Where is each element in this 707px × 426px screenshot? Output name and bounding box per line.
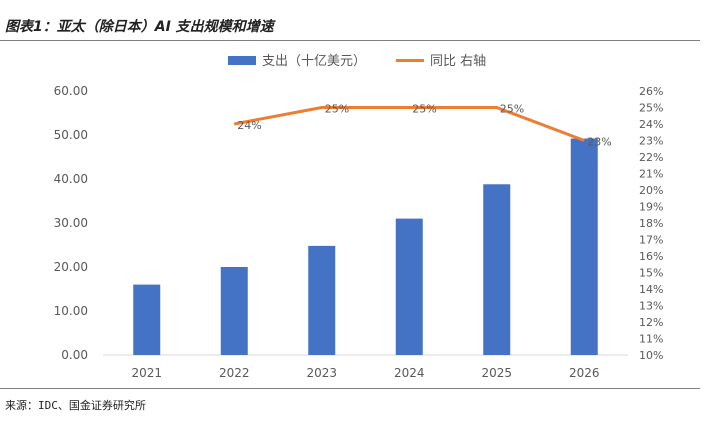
- line-data-label: 25%: [500, 103, 524, 116]
- x-tick-label: 2021: [131, 366, 162, 380]
- line-data-label: 25%: [412, 103, 436, 116]
- y-right-tick-label: 22%: [639, 151, 663, 164]
- bar: [133, 284, 161, 355]
- line-data-label: 25%: [325, 103, 349, 116]
- bar: [570, 138, 598, 355]
- y-left-tick-label: 10.00: [54, 304, 88, 318]
- y-right-tick-label: 13%: [639, 300, 663, 313]
- legend-bar-label: 支出（十亿美元）: [262, 54, 366, 69]
- x-tick-label: 2025: [481, 366, 512, 380]
- y-left-tick-label: 50.00: [54, 128, 88, 142]
- legend: 支出（十亿美元） 同比 右轴: [228, 54, 486, 69]
- x-tick-label: 2024: [394, 366, 425, 380]
- y-left-tick-label: 40.00: [54, 172, 88, 186]
- bar: [395, 218, 423, 355]
- y-right-tick-label: 24%: [639, 118, 663, 131]
- y-right-tick-label: 15%: [639, 267, 663, 280]
- y-left-tick-label: 20.00: [54, 260, 88, 274]
- y-right-tick-label: 19%: [639, 201, 663, 214]
- y-right-tick-label: 26%: [639, 85, 663, 98]
- bar: [483, 184, 511, 355]
- y-left-tick-label: 30.00: [54, 216, 88, 230]
- chart: 支出（十亿美元） 同比 右轴 0.00 10.00 20.00 30.00 40.00 5…: [54, 54, 664, 380]
- y-right-tick-label: 18%: [639, 217, 663, 230]
- y-left-tick-label: 60.00: [54, 84, 88, 98]
- y-right-tick-label: 21%: [639, 168, 663, 181]
- x-tick-label: 2022: [219, 366, 250, 380]
- legend-line-label: 同比 右轴: [430, 54, 486, 69]
- bar: [220, 267, 248, 355]
- bar: [308, 245, 336, 355]
- y-right-tick-label: 11%: [639, 333, 663, 346]
- source-row: 来源：IDC、国金证券研究所: [0, 388, 700, 412]
- y-right-tick-label: 14%: [639, 283, 663, 296]
- x-tick-label: 2023: [306, 366, 337, 380]
- figure-title-row: 图表1：亚太（除日本）AI 支出规模和增速: [0, 10, 700, 41]
- plot-area: 0.00 10.00 20.00 30.00 40.00 50.00 60.00 10% 11%…: [54, 84, 664, 380]
- x-tick-label: 2026: [569, 366, 600, 380]
- line-data-label: 24%: [237, 119, 261, 132]
- y-right-tick-label: 16%: [639, 250, 663, 263]
- line-data-label: 23%: [587, 136, 611, 149]
- y-right-tick-label: 17%: [639, 234, 663, 247]
- y-left-tick-label: 0.00: [61, 348, 88, 362]
- y-right-tick-label: 23%: [639, 135, 663, 148]
- legend-bar-swatch: [228, 56, 256, 65]
- y-right-tick-label: 12%: [639, 316, 663, 329]
- growth-line: [233, 106, 585, 142]
- figure-title: 图表1：亚太（除日本）AI 支出规模和增速: [5, 19, 274, 35]
- y-right-tick-label: 20%: [639, 184, 663, 197]
- y-right-tick-label: 10%: [639, 349, 663, 362]
- y-right-tick-label: 25%: [639, 102, 663, 115]
- source-note: 来源：IDC、国金证券研究所: [5, 399, 146, 412]
